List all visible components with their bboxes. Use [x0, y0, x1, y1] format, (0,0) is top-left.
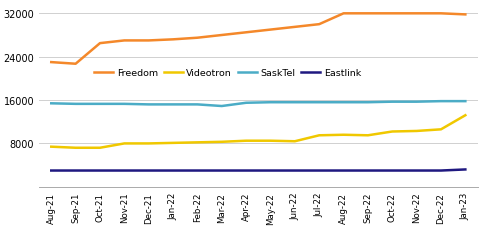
Eastlink	[413, 169, 419, 172]
Videotron	[194, 141, 200, 144]
Eastlink	[145, 169, 151, 172]
SaskTel	[145, 104, 151, 106]
Eastlink	[340, 169, 346, 172]
Freedom	[267, 29, 273, 32]
SaskTel	[48, 102, 54, 105]
Eastlink	[121, 169, 127, 172]
SaskTel	[389, 101, 395, 104]
SaskTel	[97, 103, 103, 106]
SaskTel	[218, 105, 224, 108]
Freedom	[461, 14, 467, 17]
Eastlink	[243, 169, 249, 172]
Videotron	[121, 142, 127, 145]
SaskTel	[243, 102, 249, 105]
Videotron	[145, 142, 151, 145]
Freedom	[145, 40, 151, 43]
Eastlink	[72, 169, 78, 172]
Freedom	[364, 13, 370, 16]
Videotron	[389, 131, 395, 133]
Videotron	[364, 134, 370, 137]
SaskTel	[194, 104, 200, 106]
SaskTel	[340, 101, 346, 104]
SaskTel	[267, 101, 273, 104]
Eastlink	[170, 169, 176, 172]
Freedom	[121, 40, 127, 43]
Eastlink	[364, 169, 370, 172]
SaskTel	[461, 100, 467, 103]
Freedom	[389, 13, 395, 16]
Videotron	[72, 147, 78, 149]
Videotron	[218, 141, 224, 143]
Eastlink	[48, 169, 54, 172]
SaskTel	[72, 103, 78, 106]
Freedom	[218, 35, 224, 37]
Videotron	[267, 140, 273, 143]
SaskTel	[437, 100, 443, 103]
Videotron	[316, 134, 322, 137]
Freedom	[97, 43, 103, 45]
Eastlink	[97, 169, 103, 172]
Freedom	[291, 26, 297, 29]
Eastlink	[389, 169, 395, 172]
Videotron	[243, 140, 249, 143]
Videotron	[291, 140, 297, 143]
Videotron	[461, 114, 467, 117]
Freedom	[316, 24, 322, 26]
Eastlink	[218, 169, 224, 172]
Line: Freedom: Freedom	[51, 14, 464, 64]
Eastlink	[437, 169, 443, 172]
Legend: Freedom, Videotron, SaskTel, Eastlink: Freedom, Videotron, SaskTel, Eastlink	[90, 65, 364, 81]
Eastlink	[194, 169, 200, 172]
Freedom	[48, 62, 54, 64]
Videotron	[97, 147, 103, 149]
Eastlink	[461, 168, 467, 171]
Line: SaskTel: SaskTel	[51, 102, 464, 106]
Freedom	[340, 13, 346, 16]
Videotron	[437, 128, 443, 131]
Videotron	[170, 142, 176, 145]
SaskTel	[170, 104, 176, 106]
SaskTel	[291, 101, 297, 104]
SaskTel	[364, 101, 370, 104]
Eastlink	[267, 169, 273, 172]
SaskTel	[316, 101, 322, 104]
SaskTel	[121, 103, 127, 106]
Videotron	[48, 146, 54, 148]
Videotron	[340, 134, 346, 136]
SaskTel	[413, 101, 419, 104]
Eastlink	[316, 169, 322, 172]
Eastlink	[291, 169, 297, 172]
Freedom	[437, 13, 443, 16]
Line: Videotron: Videotron	[51, 116, 464, 148]
Freedom	[72, 63, 78, 66]
Freedom	[170, 39, 176, 42]
Freedom	[243, 32, 249, 35]
Freedom	[194, 37, 200, 40]
Videotron	[413, 130, 419, 133]
Line: Eastlink: Eastlink	[51, 170, 464, 171]
Freedom	[413, 13, 419, 16]
